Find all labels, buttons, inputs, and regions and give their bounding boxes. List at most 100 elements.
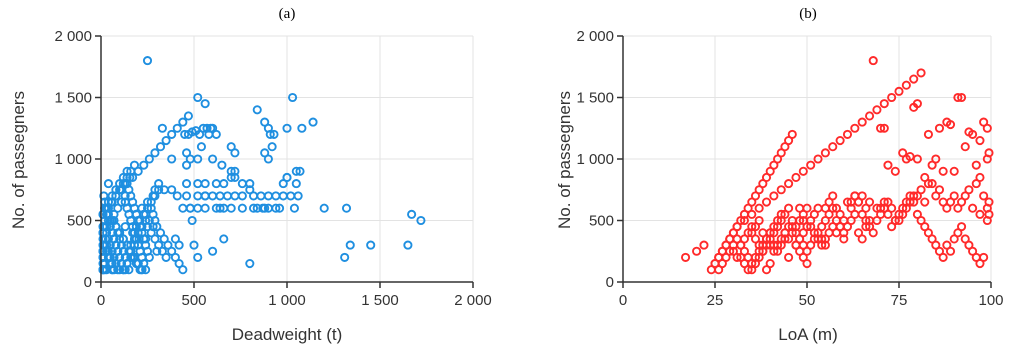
panel-b-data-point xyxy=(982,123,992,133)
panel-a-data-point xyxy=(193,154,203,164)
panel-a-data-point xyxy=(122,179,132,189)
panel-a-data-point xyxy=(126,252,136,262)
panel-b-data-point xyxy=(857,234,867,244)
panel-b-data-point xyxy=(964,127,974,137)
panel-a-data-point xyxy=(282,123,292,133)
panel-a-data-point xyxy=(193,203,203,213)
panel-b-data-point xyxy=(949,166,959,176)
panel-b-data-point xyxy=(934,123,945,133)
panel-b-data-point xyxy=(975,135,985,146)
panel-a-data-point xyxy=(103,179,113,189)
panel-b-data-point xyxy=(802,258,812,269)
panel-a-data-point xyxy=(200,203,210,213)
panel-b-data-point xyxy=(957,222,967,232)
panel-a-x-tick-label-4: 2 000 xyxy=(454,292,492,309)
panel-a-data-point xyxy=(252,105,262,115)
panel-a-data-point xyxy=(120,222,130,232)
panel-b-data-point xyxy=(699,240,709,250)
panel-b-data-point xyxy=(820,148,830,158)
panel-a-data-point xyxy=(182,179,192,189)
panel-b-y-tick-label-4: 2 000 xyxy=(576,28,614,45)
panel-a-data-point xyxy=(133,166,143,176)
panel-b-data-point xyxy=(842,129,853,139)
panel-a-x-tick-label-0: 0 xyxy=(97,292,105,309)
panel-b-data-point xyxy=(938,252,948,262)
panel-b-data-point xyxy=(938,166,948,176)
panel-a-data-point xyxy=(200,179,210,189)
panel-b-data-point xyxy=(798,166,808,176)
panel-b-data-point xyxy=(820,240,830,250)
panel-a-data-point xyxy=(200,99,210,109)
panel-a-data-point xyxy=(178,117,188,127)
panel-a-data-point xyxy=(278,191,288,201)
panel-a-data-point xyxy=(142,197,153,207)
panel-b-data-point xyxy=(802,222,812,232)
panel-b-data-point xyxy=(968,203,978,213)
panel-a-data-point xyxy=(271,191,281,201)
panel-a-data-point xyxy=(230,191,240,201)
panel-b-points xyxy=(681,56,994,275)
panel-b-data-point xyxy=(780,234,790,244)
panel-b-data-point xyxy=(979,191,989,201)
panel-b-data-point xyxy=(791,172,801,182)
panel-b-data-point xyxy=(754,215,764,226)
panel-a-data-point xyxy=(178,203,188,213)
panel-a-x-tick-label-3: 1 500 xyxy=(361,292,399,309)
panel-a-data-point xyxy=(245,185,255,195)
panel-b-data-point xyxy=(806,160,816,170)
panel-a-data-point xyxy=(230,172,240,182)
panel-b-data-point xyxy=(692,246,702,256)
panel-a-data-point xyxy=(98,246,108,256)
panel-a-data-point xyxy=(148,191,158,201)
panel-b-data-point xyxy=(839,234,849,244)
panel-a-grid xyxy=(101,35,474,282)
panel-b-data-point xyxy=(747,222,757,232)
panel-a-data-point xyxy=(208,246,218,256)
panel-a-data-point xyxy=(282,172,292,182)
panel-b-data-point xyxy=(747,209,757,219)
panel-b-x-axis-title: LoA (m) xyxy=(778,325,838,344)
panel-a-points xyxy=(98,56,426,275)
panel-b-y-tick-label-3: 1 500 xyxy=(576,90,614,107)
panel-a-data-point xyxy=(403,240,413,250)
panel-a-data-point xyxy=(178,265,188,275)
panel-a-data-point xyxy=(126,215,136,226)
panel-b-data-point xyxy=(971,179,981,189)
panel-b-data-point xyxy=(865,215,875,226)
panel-a-data-point xyxy=(226,203,236,213)
panel-b-data-point xyxy=(916,185,926,195)
panel-b-data-point xyxy=(901,80,911,90)
panel-a-data-point xyxy=(219,203,229,213)
panel-b-data-point xyxy=(879,197,889,207)
panel-b-data-point xyxy=(979,252,989,262)
panel-a-data-point xyxy=(155,142,166,152)
panel-a-data-point xyxy=(187,215,197,226)
panel-b-y-tick-label-0: 0 xyxy=(606,274,614,291)
panel-a-x-axis-title: Deadweight (t) xyxy=(232,325,343,344)
panel-b-data-point xyxy=(890,215,900,226)
panel-b-data-point xyxy=(743,265,753,275)
panel-b-data-point xyxy=(828,191,838,201)
panel-b-data-point xyxy=(984,148,994,158)
panel-b-data-point xyxy=(784,252,794,262)
panel-b-data-point xyxy=(894,86,904,96)
panel-b-y-axis-title: No. of passegners xyxy=(555,91,574,229)
panel-a-data-point xyxy=(291,179,301,189)
panel-a-data-point xyxy=(129,240,140,250)
panel-a-data-point xyxy=(182,160,192,170)
panel-a-data-point xyxy=(211,179,221,189)
panel-b-x-tick-label-2: 50 xyxy=(799,292,816,309)
panel-b-data-point xyxy=(912,154,922,164)
panel-b-data-point xyxy=(890,166,900,176)
panel-b-data-point xyxy=(923,129,933,139)
panel-b-data-point xyxy=(931,154,941,164)
panel-b-data-point xyxy=(853,197,864,207)
panel-a-data-point xyxy=(267,142,277,152)
panel-a-data-point xyxy=(200,191,210,201)
panel-b-data-point xyxy=(883,197,893,207)
panel-a-data-point xyxy=(345,240,355,250)
panel-b-data-point xyxy=(984,197,994,207)
panel-a-data-point xyxy=(289,203,299,213)
panel-b-data-point xyxy=(868,56,878,66)
